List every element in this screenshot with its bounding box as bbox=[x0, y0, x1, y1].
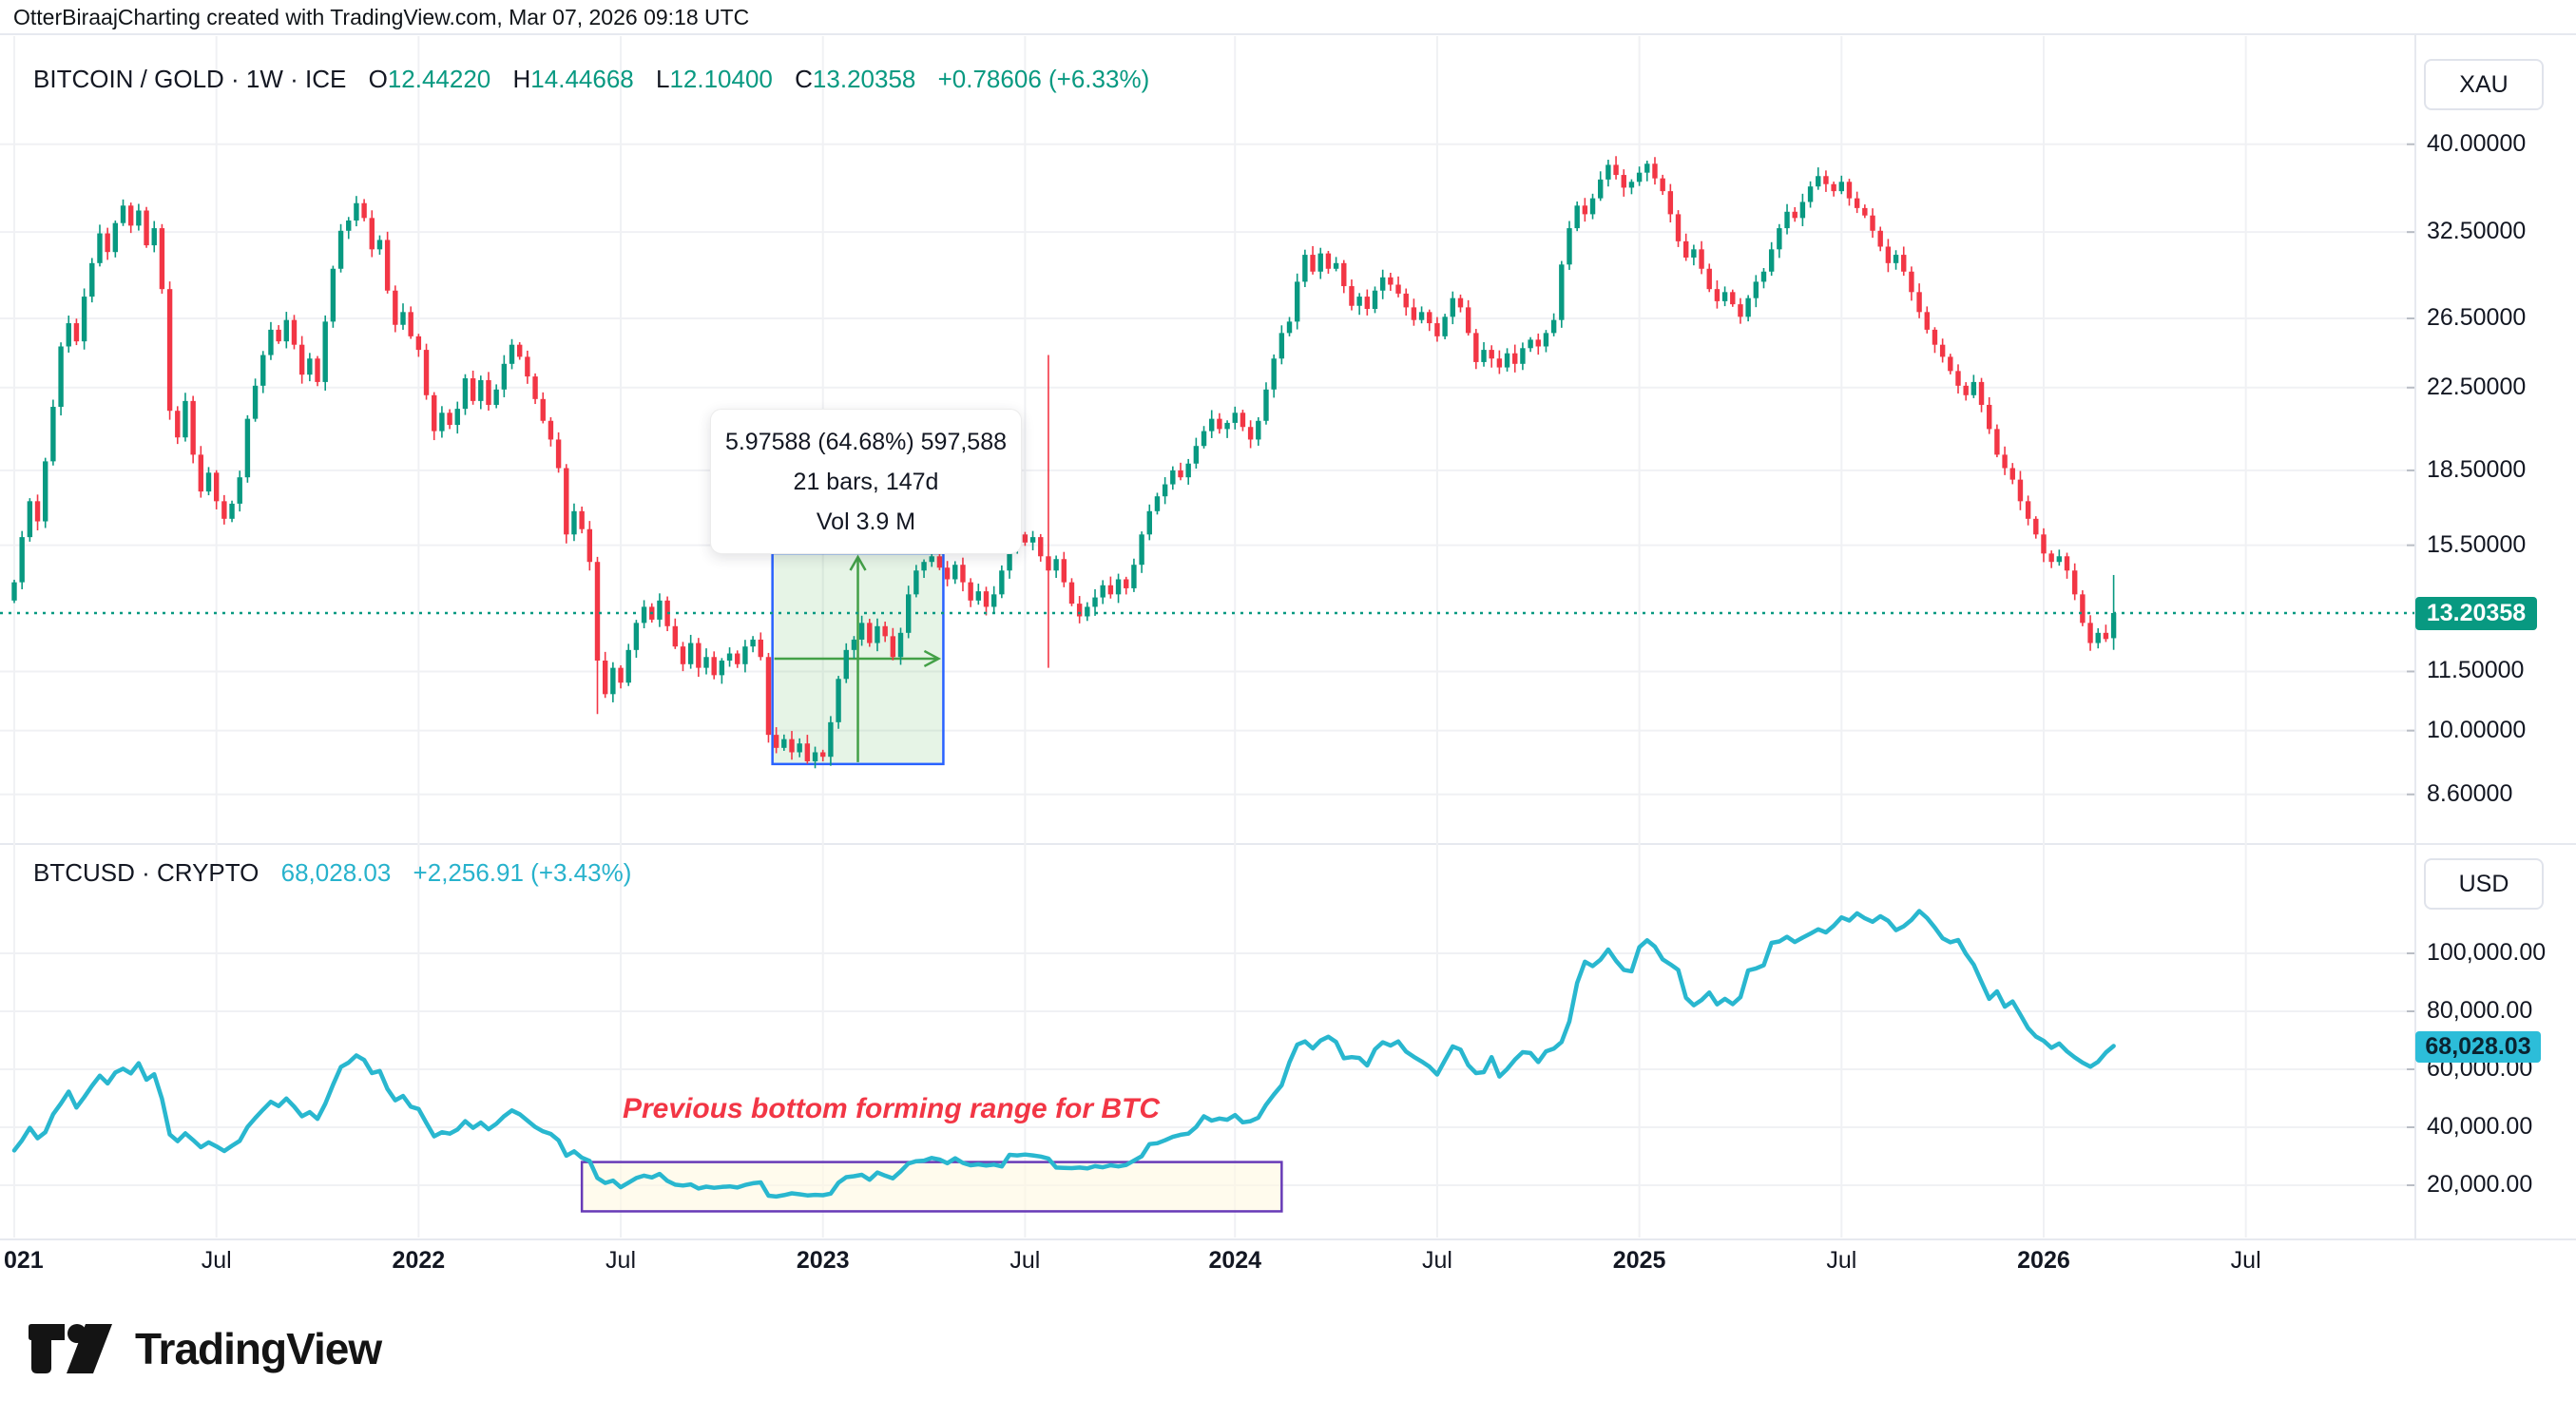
change-value-main: +0.78606 (+6.33%) bbox=[937, 65, 1150, 93]
high-label: H bbox=[512, 65, 531, 93]
close-label: C bbox=[795, 65, 813, 93]
low-value: 12.10400 bbox=[669, 65, 773, 93]
measure-tooltip: 5.97588 (64.68%) 597,588 21 bars, 147d V… bbox=[710, 409, 1022, 554]
legend-sub[interactable]: BTCUSD · CRYPTO 68,028.03 +2,256.91 (+3.… bbox=[33, 858, 631, 888]
change-value-sub: +2,256.91 (+3.43%) bbox=[413, 858, 632, 887]
measure-tooltip-price: 5.97588 (64.68%) 597,588 bbox=[724, 429, 1008, 455]
symbol-title-main[interactable]: BITCOIN / GOLD · 1W · ICE bbox=[33, 65, 347, 93]
currency-badge-xau[interactable]: XAU bbox=[2424, 59, 2544, 110]
tradingview-wordmark: TradingView bbox=[135, 1324, 382, 1373]
price-axis-label: 32.50000 bbox=[2427, 218, 2527, 245]
time-axis-label: 2023 bbox=[796, 1247, 850, 1274]
btcusd-line[interactable] bbox=[11, 909, 2116, 1199]
price-axis-label: 80,000.00 bbox=[2427, 997, 2533, 1024]
time-axis-label: 2024 bbox=[1208, 1247, 1262, 1274]
price-axis-label: 26.50000 bbox=[2427, 303, 2527, 331]
tradingview-logo-icon bbox=[29, 1324, 112, 1373]
close-value: 13.20358 bbox=[812, 65, 916, 93]
time-axis-label: Jul bbox=[606, 1247, 637, 1274]
last-price-badge-sub: 68,028.03 bbox=[2415, 1030, 2541, 1063]
last-value-sub: 68,028.03 bbox=[280, 858, 392, 887]
time-axis-label: Jul bbox=[1826, 1247, 1857, 1274]
price-axis-label: 100,000.00 bbox=[2427, 939, 2547, 966]
low-label: L bbox=[655, 65, 670, 93]
currency-badge-usd[interactable]: USD bbox=[2424, 858, 2544, 910]
open-value: 12.44220 bbox=[387, 65, 491, 93]
time-axis-border bbox=[0, 1238, 2576, 1240]
range-annotation-text[interactable]: Previous bottom forming range for BTC bbox=[623, 1093, 1161, 1124]
price-axis-label: 40.00000 bbox=[2427, 129, 2527, 157]
price-axis-label: 10.00000 bbox=[2427, 716, 2527, 743]
time-axis-label: Jul bbox=[1421, 1247, 1452, 1274]
legend-main[interactable]: BITCOIN / GOLD · 1W · ICE O12.44220 H14.… bbox=[33, 65, 1149, 94]
time-axis-label: 021 bbox=[4, 1247, 44, 1274]
measure-tooltip-bars: 21 bars, 147d bbox=[793, 469, 939, 495]
open-label: O bbox=[368, 65, 388, 93]
time-axis-label: Jul bbox=[201, 1247, 232, 1274]
price-axis-label: 40,000.00 bbox=[2427, 1113, 2533, 1140]
time-axis-label: 2022 bbox=[392, 1247, 446, 1274]
high-value: 14.44668 bbox=[530, 65, 634, 93]
price-axis-label: 8.60000 bbox=[2427, 779, 2513, 807]
symbol-title-sub[interactable]: BTCUSD · CRYPTO bbox=[33, 858, 260, 887]
price-axis-label: 18.50000 bbox=[2427, 455, 2527, 483]
time-axis-label: Jul bbox=[2230, 1247, 2261, 1274]
last-price-badge-main: 13.20358 bbox=[2415, 597, 2537, 630]
measure-tooltip-volume: Vol 3.9 M bbox=[816, 509, 916, 535]
time-axis-label: Jul bbox=[1009, 1247, 1041, 1274]
tradingview-logo[interactable]: TradingView bbox=[29, 1323, 382, 1374]
price-axis-label: 15.50000 bbox=[2427, 530, 2527, 558]
pane-divider[interactable] bbox=[0, 843, 2576, 845]
price-axis-label: 20,000.00 bbox=[2427, 1171, 2533, 1198]
header-divider bbox=[0, 33, 2576, 35]
time-axis-label: 2025 bbox=[1612, 1247, 1666, 1274]
price-axis-label: 22.50000 bbox=[2427, 373, 2527, 400]
price-axis-label: 11.50000 bbox=[2427, 657, 2525, 684]
header-credit: OtterBiraajCharting created with Trading… bbox=[13, 5, 750, 29]
time-axis-label: 2026 bbox=[2017, 1247, 2070, 1274]
price-axis-border bbox=[2414, 33, 2416, 1238]
